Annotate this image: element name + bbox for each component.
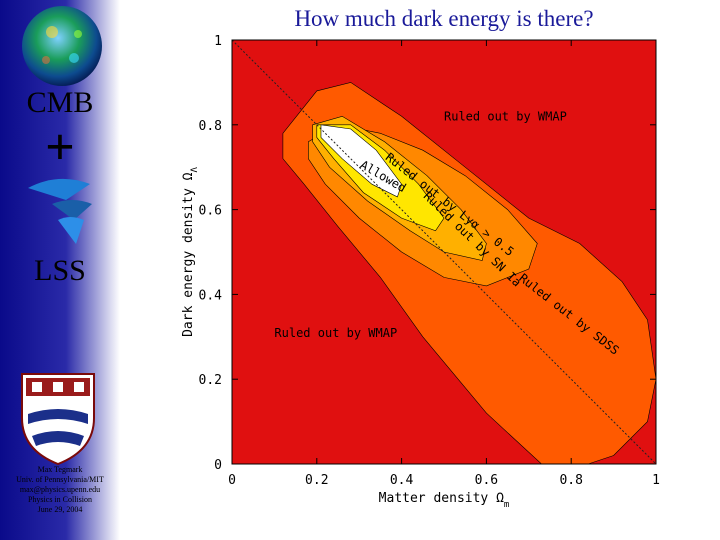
y-tick-label: 0 [214,458,222,473]
credit-line: max@physics.upenn.edu [19,485,101,494]
x-tick-label: 0.6 [475,473,498,488]
x-axis-title: Matter density Ωm [379,491,510,510]
slide-title: How much dark energy is there? [294,6,594,31]
x-tick-label: 0 [228,473,236,488]
y-axis-title: Dark energy density ΩΛ [181,167,200,337]
y-tick-label: 0.2 [199,373,222,388]
sidebar: CMB + LSS Max Tegmark Univ. of Pennsylva… [0,0,120,540]
author-credits: Max Tegmark Univ. of Pennsylvania/MIT ma… [0,465,120,515]
x-tick-label: 1 [652,473,660,488]
y-tick-label: 0.8 [199,119,222,134]
credit-line: Max Tegmark [37,465,83,474]
x-tick-label: 0.2 [305,473,328,488]
region-label: Ruled out by WMAP [274,326,397,340]
university-shield-icon [21,373,95,466]
region-5 [320,124,402,198]
lss-survey-wedge-icon [28,178,92,244]
credit-line: Univ. of Pennsylvania/MIT [16,475,104,484]
sidebar-graphics [21,6,102,466]
plus-sign: + [45,119,75,176]
credit-line: Physics in Collision [27,495,92,504]
y-tick-label: 1 [214,34,222,49]
y-tick-label: 0.6 [199,204,222,219]
y-tick-label: 0.4 [199,288,223,303]
credit-line: June 29, 2004 [37,505,83,514]
plot-frame [231,39,657,465]
cmb-label: CMB [26,86,94,119]
region-label: Ruled out by WMAP [444,110,567,124]
cmb-sphere-icon [22,6,102,86]
x-tick-label: 0.8 [559,473,582,488]
lss-label: LSS [34,254,86,287]
x-tick-label: 0.4 [390,473,414,488]
